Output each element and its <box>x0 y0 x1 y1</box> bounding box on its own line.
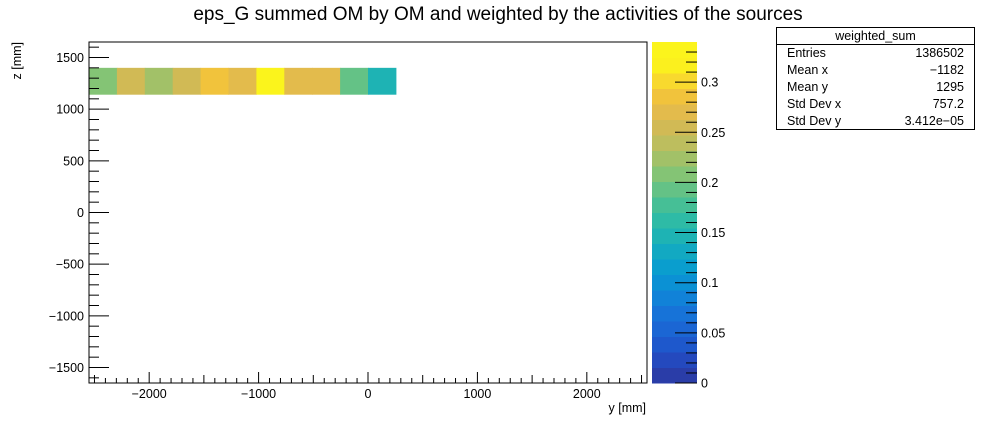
stats-value: 757.2 <box>932 97 964 111</box>
y-tick-label: 1000 <box>56 103 84 117</box>
stats-value: 1295 <box>936 80 964 94</box>
palette-swatch-13 <box>652 166 697 182</box>
stats-row-std-dev-y: Std Dev y 3.412e−05 <box>777 113 974 130</box>
heatmap-cell-10 <box>368 67 397 95</box>
heatmap-cell-6 <box>256 67 285 95</box>
stats-key: Mean y <box>787 80 828 94</box>
palette-swatch-12 <box>652 181 697 198</box>
heatmap-cells <box>89 67 397 95</box>
stats-value: 1386502 <box>915 46 964 60</box>
z-tick-label: 0.15 <box>701 226 725 240</box>
stats-row-mean-y: Mean y 1295 <box>777 79 974 96</box>
heatmap-cell-2 <box>144 67 174 95</box>
y-tick-label: −500 <box>56 258 84 272</box>
palette-swatch-19 <box>652 73 697 89</box>
x-tick-label: 1000 <box>464 387 492 401</box>
y-tick-label: −1000 <box>49 309 84 323</box>
palette-swatch-1 <box>652 352 697 368</box>
z-tick-label: 0.25 <box>701 126 725 140</box>
heatmap-cell-5 <box>228 67 257 95</box>
x-tick-label: −2000 <box>132 387 167 401</box>
palette-swatch-7 <box>652 259 697 275</box>
x-axis: −2000 −1000 0 1000 2000 <box>93 372 643 401</box>
palette-swatch-2 <box>652 336 697 353</box>
heatmap-cell-4 <box>200 67 229 95</box>
x-tick-label: 2000 <box>573 387 601 401</box>
stats-key: Std Dev x <box>787 97 842 111</box>
z-tick-label: 0.1 <box>701 276 718 290</box>
palette-swatch-0 <box>652 367 697 384</box>
chart-title: eps_G summed OM by OM and weighted by th… <box>193 4 803 25</box>
heatmap-cell-9 <box>340 67 369 95</box>
y-tick-label: 500 <box>63 154 84 168</box>
heatmap-cell-1 <box>116 67 146 95</box>
palette-swatch-17 <box>652 104 697 120</box>
palette-swatch-20 <box>652 57 697 74</box>
palette-swatch-15 <box>652 135 697 151</box>
y-tick-label: 0 <box>77 206 84 220</box>
stats-row-entries: Entries 1386502 <box>777 45 974 62</box>
palette-swatch-16 <box>652 119 697 136</box>
palette-swatch-3 <box>652 321 697 337</box>
palette-swatch-5 <box>652 290 697 306</box>
z-axis: 0 0.05 0.1 0.15 0.2 0.25 0.3 <box>675 51 725 391</box>
palette-swatch-18 <box>652 88 697 105</box>
heatmap-cell-3 <box>172 67 202 95</box>
heatmap-cell-0 <box>89 67 118 95</box>
stats-key: Mean x <box>787 63 828 77</box>
palette-swatch-21 <box>652 42 697 58</box>
heatmap-cell-7 <box>284 67 313 95</box>
z-tick-label: 0.2 <box>701 176 718 190</box>
z-tick-label: 0.05 <box>701 326 725 340</box>
stats-box: weighted_sum Entries 1386502 Mean x −118… <box>776 27 975 130</box>
y-axis-label: z [mm] <box>10 42 24 80</box>
x-tick-label: 0 <box>365 387 372 401</box>
y-axis: 1500 1000 500 0 −500 −1000 −1500 <box>49 46 109 379</box>
stats-value: −1182 <box>929 63 964 77</box>
z-tick-label: 0 <box>701 377 708 391</box>
stats-row-mean-x: Mean x −1182 <box>777 62 974 79</box>
palette-swatch-10 <box>652 212 697 229</box>
stats-title: weighted_sum <box>777 28 974 45</box>
x-axis-label: y [mm] <box>609 401 647 415</box>
palette-swatch-14 <box>652 150 697 167</box>
palette-swatch-6 <box>652 274 697 291</box>
y-tick-label: 1500 <box>56 51 84 65</box>
y-tick-label: −1500 <box>49 361 84 375</box>
palette-swatch-4 <box>652 305 697 322</box>
palette-swatch-8 <box>652 243 697 260</box>
stats-value: 3.412e−05 <box>904 114 964 128</box>
palette-swatch-11 <box>652 197 697 213</box>
palette-swatch-9 <box>652 228 697 244</box>
stats-key: Std Dev y <box>787 114 842 128</box>
heatmap-cell-8 <box>312 67 341 95</box>
z-tick-label: 0.3 <box>701 76 718 90</box>
stats-key: Entries <box>787 46 826 60</box>
stats-row-std-dev-x: Std Dev x 757.2 <box>777 96 974 113</box>
x-tick-label: −1000 <box>241 387 276 401</box>
